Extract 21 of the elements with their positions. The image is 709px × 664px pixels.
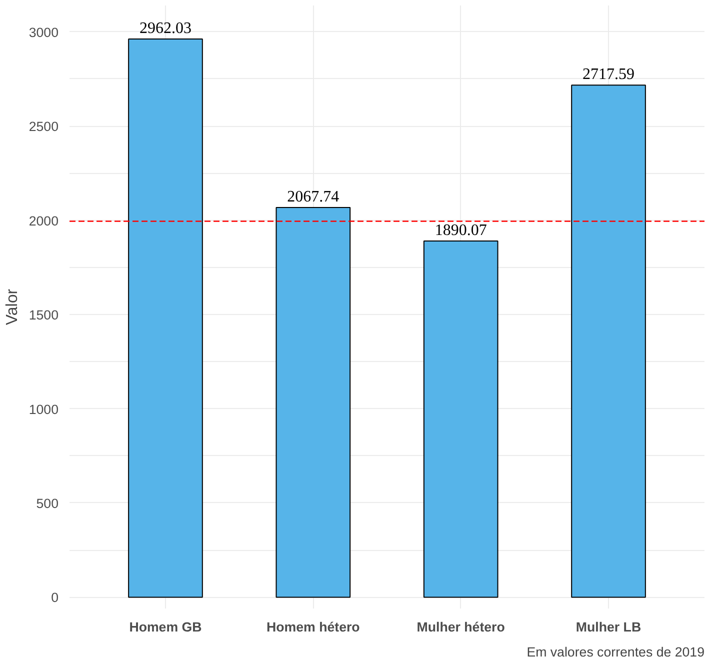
bar (423, 240, 498, 598)
y-tick-label: 2500 (28, 119, 59, 134)
y-tick-label: 500 (36, 496, 59, 511)
text: Em valores correntes de 2019 (526, 644, 705, 660)
bar (276, 207, 351, 598)
x-tick-label: Mulher LB (576, 620, 642, 634)
x-tick-label: Homem hétero (266, 620, 360, 634)
y-tick-label: 3000 (28, 24, 59, 40)
data-label: 2962.03 (139, 20, 192, 38)
x-tick-label: Mulher hétero (416, 620, 505, 634)
y-tick-label: 0 (51, 590, 59, 606)
data-label: 2717.59 (582, 66, 635, 84)
y-tick-label: 1500 (28, 308, 59, 323)
x-tick-label: Homem GB (129, 620, 202, 634)
data-label: 1890.07 (434, 222, 487, 240)
bar (128, 38, 203, 598)
bar (571, 84, 646, 598)
data-label: 2067.74 (287, 188, 340, 206)
y-tick-label: 1000 (28, 402, 59, 417)
y-tick-label: 2000 (28, 213, 59, 228)
y-axis-title: Valor (4, 288, 21, 326)
